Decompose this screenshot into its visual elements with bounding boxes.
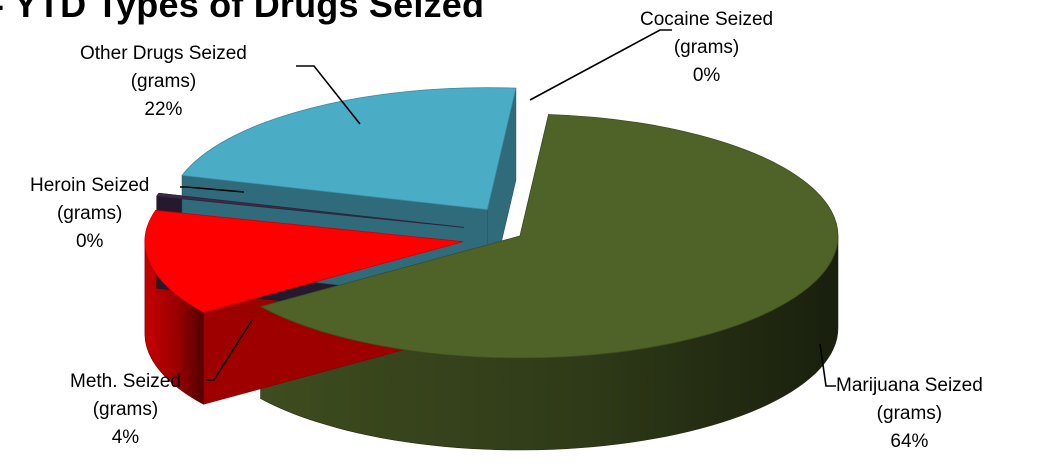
leader-line-other-drugs [296,65,361,125]
other-drugs-slice [181,87,517,211]
label-cocaine-pct: 0% [692,65,721,86]
label-cocaine: Cocaine Seized (grams) 0% [640,6,773,90]
leader-line-meth [206,319,253,381]
label-meth-unit: (grams) [92,399,159,420]
label-other-drugs-pct: 22% [144,99,183,120]
label-meth-name: Meth. Seized [70,371,181,392]
heroin-slice [156,192,465,228]
label-meth-pct: 4% [111,427,140,448]
label-heroin-pct: 0% [75,231,104,252]
label-other-drugs-unit: (grams) [130,71,197,92]
chart-title: - YTD Types of Drugs Seized [0,0,485,25]
leader-lines [180,29,836,387]
label-meth: Meth. Seized (grams) 4% [70,368,181,452]
label-marijuana: Marijuana Seized (grams) 64% [836,372,983,456]
marijuana-slice [259,114,839,359]
label-heroin: Heroin Seized (grams) 0% [30,172,149,256]
label-heroin-unit: (grams) [56,203,123,224]
leader-line-cocaine [529,29,672,101]
label-heroin-name: Heroin Seized [30,175,150,196]
label-marijuana-name: Marijuana Seized [836,375,983,396]
meth-slice [144,210,464,313]
label-cocaine-name: Cocaine Seized [640,9,774,30]
label-other-drugs: Other Drugs Seized (grams) 22% [80,40,247,124]
label-other-drugs-name: Other Drugs Seized [80,43,247,64]
label-marijuana-pct: 64% [890,431,929,452]
leader-line-marijuana [819,343,836,387]
leader-line-heroin [180,186,245,193]
label-cocaine-unit: (grams) [673,37,740,58]
pie-top-faces [144,87,839,359]
label-marijuana-unit: (grams) [876,403,943,424]
